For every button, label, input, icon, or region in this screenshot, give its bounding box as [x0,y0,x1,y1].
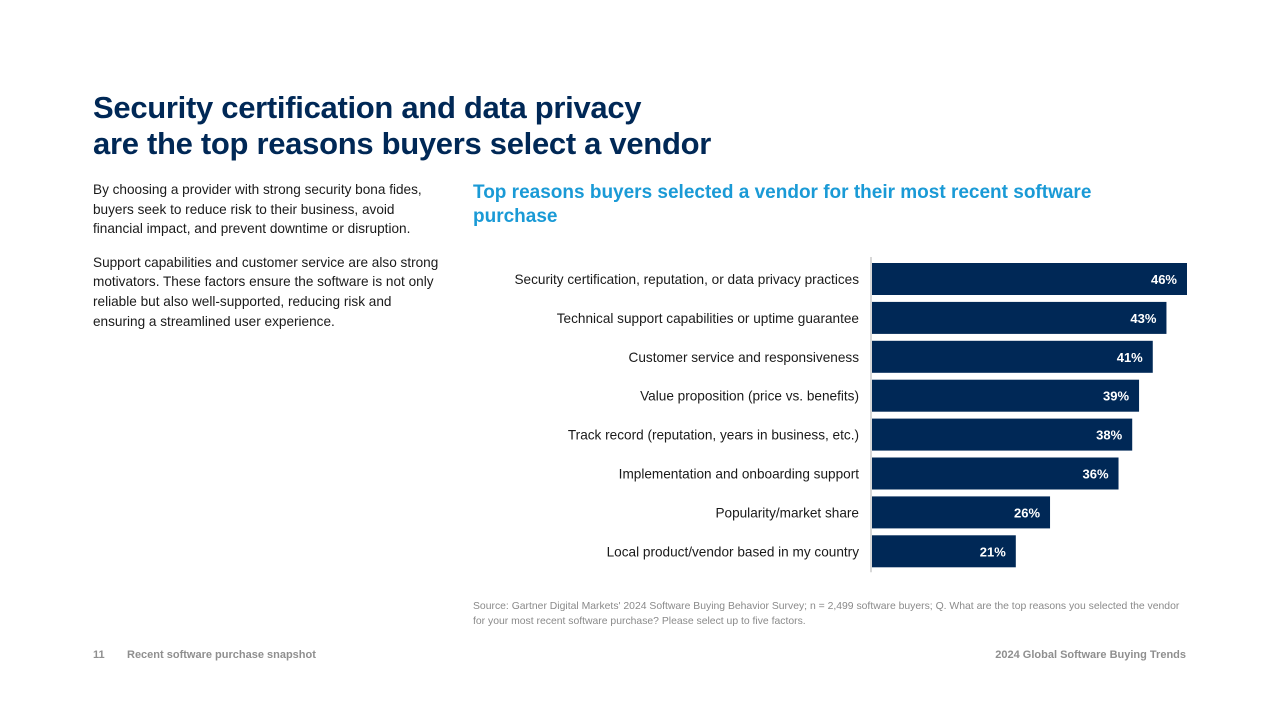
bar [872,535,1016,568]
intro-paragraph-1: By choosing a provider with strong secur… [93,182,422,237]
value-label: 38% [1096,428,1122,443]
category-label: Value proposition (price vs. benefits) [640,389,859,404]
report-name: 2024 Global Software Buying Trends [995,649,1186,661]
value-label: 41% [1117,350,1143,365]
value-label: 36% [1082,467,1108,482]
page-number: 11 [93,649,105,661]
bar [872,457,1119,490]
bar [872,263,1187,295]
category-label: Track record (reputation, years in busin… [568,428,859,443]
category-label: Technical support capabilities or uptime… [557,311,859,326]
value-label: 43% [1130,311,1156,326]
bar [872,340,1153,373]
page-title-line-2: are the top reasons buyers select a vend… [93,126,711,161]
bar [872,496,1051,529]
category-label: Popularity/market share [715,505,859,520]
bar [872,379,1140,412]
value-label: 21% [980,544,1006,559]
page-title-line-1: Security certification and data privacy [93,90,642,125]
value-label: 26% [1014,505,1040,520]
value-label: 39% [1103,389,1129,404]
category-label: Customer service and responsiveness [629,350,860,365]
page-title: Security certification and data privacy … [93,90,793,162]
source-note: Source: Gartner Digital Markets' 2024 So… [473,601,1180,627]
bar [872,301,1167,334]
section-name: Recent software purchase snapshot [127,649,316,661]
intro-paragraph-2: Support capabilities and customer servic… [93,254,439,329]
category-label: Security certification, reputation, or d… [514,272,859,287]
category-label: Implementation and onboarding support [619,467,860,482]
bar [872,418,1133,451]
intro-text: By choosing a provider with strong secur… [93,180,443,345]
category-label: Local product/vendor based in my country [607,544,860,559]
chart-title: Top reasons buyers selected a vendor for… [473,182,1092,227]
value-label: 46% [1151,272,1177,287]
